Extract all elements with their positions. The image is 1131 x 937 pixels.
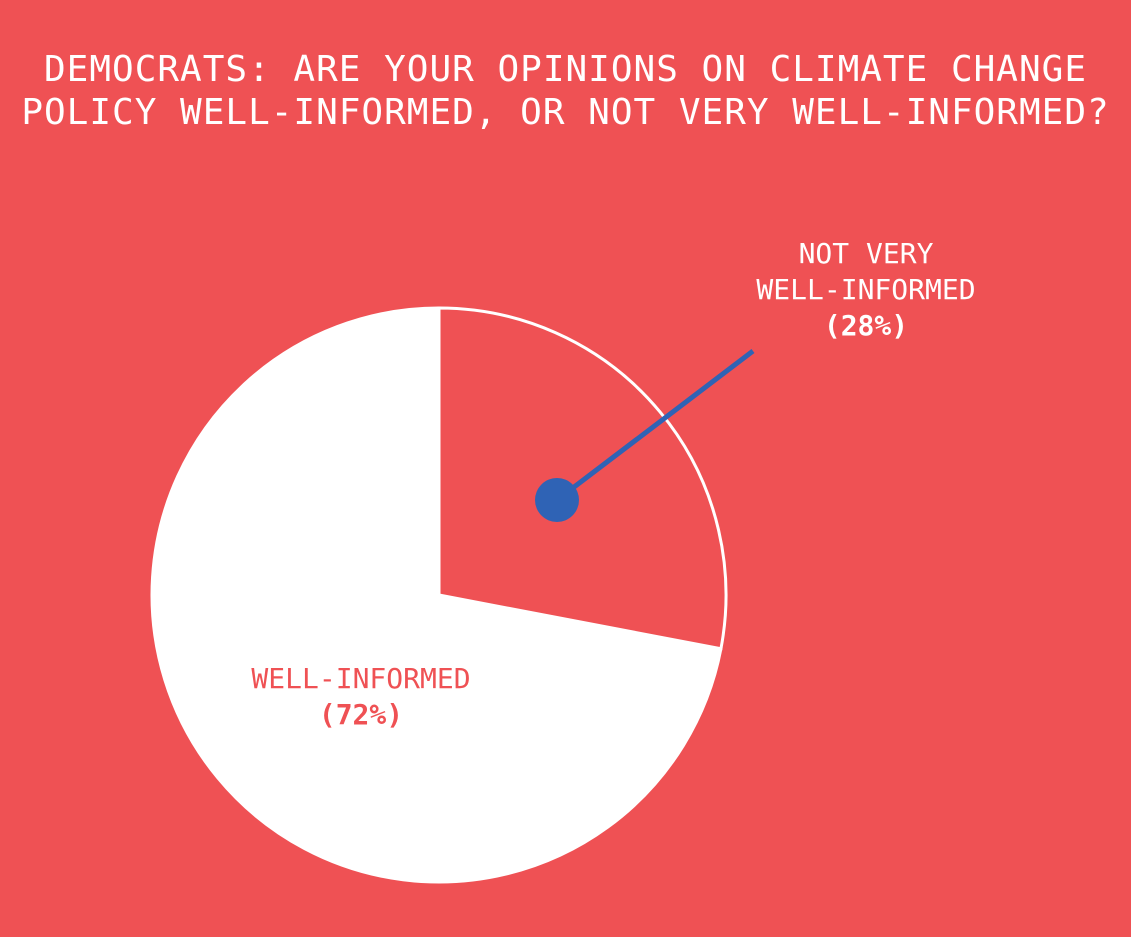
slice-label-well-informed: WELL-INFORMED xyxy=(251,662,470,695)
slice-value-not-very: (28%) xyxy=(824,309,908,342)
chart-title: DEMOCRATS: ARE YOUR OPINIONS ON CLIMATE … xyxy=(21,49,1110,133)
callout-dot xyxy=(535,478,579,522)
callout-line xyxy=(555,349,755,502)
slice-label-not-very-line-1: NOT VERY xyxy=(799,237,934,270)
slice-value-well-informed: (72%) xyxy=(319,698,403,731)
slice-label-not-very-line-2: WELL-INFORMED xyxy=(756,273,975,306)
pie-slice-well-informed xyxy=(150,306,723,884)
